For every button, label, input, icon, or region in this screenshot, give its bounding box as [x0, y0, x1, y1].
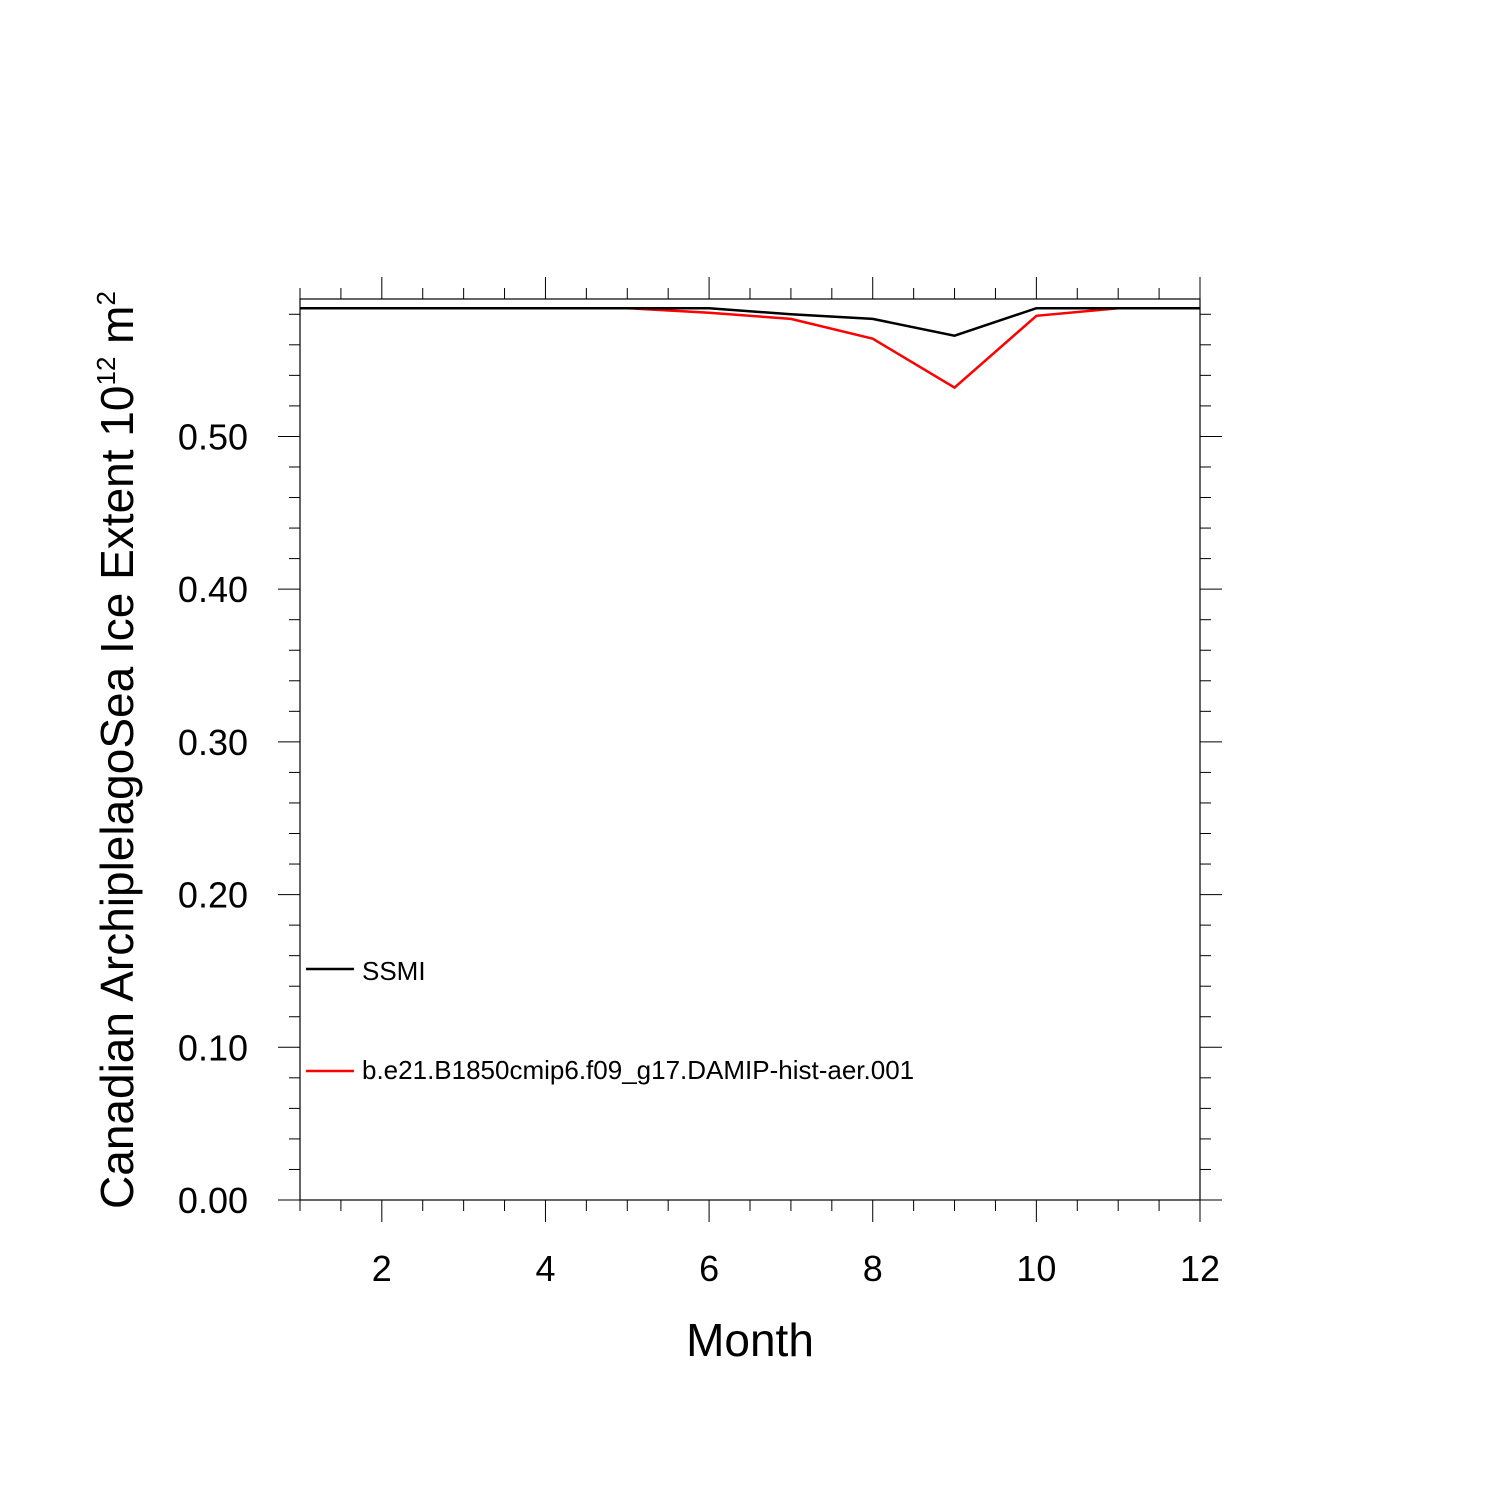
- y-axis-title: Canadian ArchiplelagoSea Ice Extent 1012…: [91, 291, 143, 1209]
- x-tick-label: 8: [863, 1248, 883, 1289]
- x-axis-title: Month: [686, 1314, 814, 1366]
- y-tick-label: 0.20: [178, 875, 248, 916]
- axis-ticks: [278, 277, 1222, 1222]
- y-axis-title-unit: m: [91, 305, 143, 356]
- y-axis-title-exponent: 12: [91, 357, 121, 386]
- y-axis-title-unit-exponent: 2: [91, 291, 121, 305]
- x-tick-label: 12: [1180, 1248, 1220, 1289]
- x-tick-label: 6: [699, 1248, 719, 1289]
- legend: SSMI b.e21.B1850cmip6.f09_g17.DAMIP-hist…: [306, 956, 914, 1085]
- series-lines: [300, 306, 1200, 390]
- series-line-ssmi: [300, 306, 1200, 337]
- tick-labels: 2 4 6 8 10 12 0.00 0.10 0.20 0.30 0.40 0.50: [178, 416, 1220, 1289]
- legend-label-ssmi: SSMI: [362, 956, 426, 986]
- legend-label-model: b.e21.B1850cmip6.f09_g17.DAMIP-hist-aer.…: [362, 1055, 914, 1085]
- y-tick-label: 0.10: [178, 1027, 248, 1068]
- y-tick-label: 0.40: [178, 569, 248, 610]
- x-tick-label: 10: [1016, 1248, 1056, 1289]
- y-tick-label: 0.50: [178, 416, 248, 457]
- x-tick-label: 2: [372, 1248, 392, 1289]
- y-tick-label: 0.30: [178, 722, 248, 763]
- y-tick-label: 0.00: [178, 1180, 248, 1221]
- y-axis-title-main: Canadian ArchiplelagoSea Ice Extent 10: [91, 386, 143, 1209]
- plot-frame: [299, 298, 1201, 1201]
- x-tick-label: 4: [535, 1248, 555, 1289]
- series-line-model: [300, 306, 1200, 390]
